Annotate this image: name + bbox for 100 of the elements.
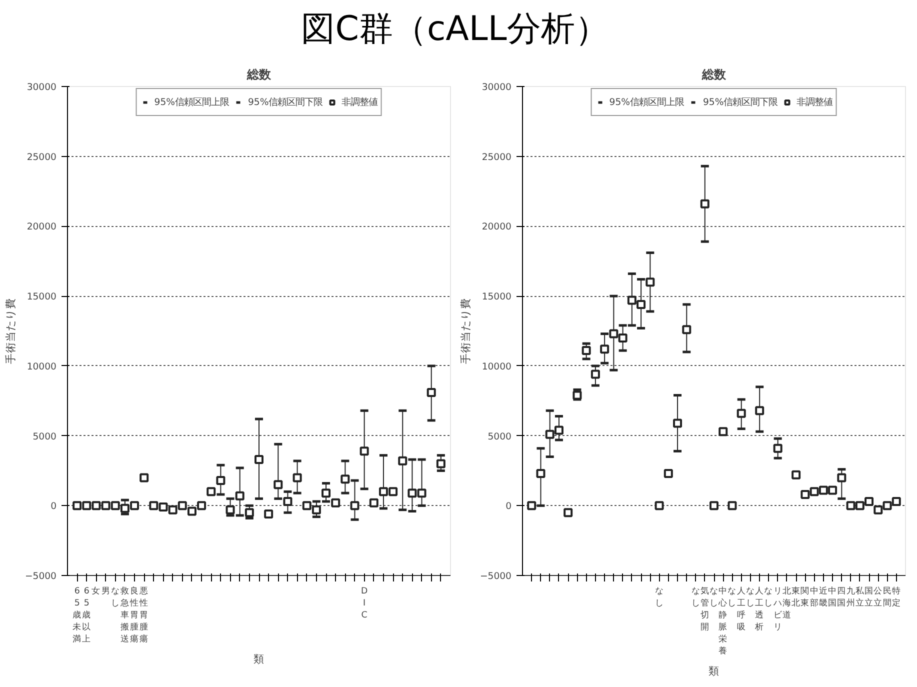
point — [340, 474, 350, 484]
point — [609, 329, 618, 338]
x-tick-label: 近畿 — [818, 586, 828, 608]
point — [350, 501, 360, 510]
point — [682, 325, 692, 334]
x-tick-label: 65歳以上 — [82, 586, 92, 644]
point — [274, 480, 283, 490]
y-tick-label: 0 — [506, 501, 512, 512]
point — [312, 505, 321, 514]
point — [436, 459, 446, 468]
point — [810, 487, 819, 496]
point — [882, 501, 892, 510]
point — [728, 501, 737, 510]
y-tick-label: 15000 — [26, 292, 57, 303]
point — [426, 388, 436, 397]
point — [197, 501, 206, 510]
point — [417, 488, 426, 498]
legend-label: 非調整値 — [342, 96, 378, 108]
x-tick-label: 四国 — [837, 586, 846, 608]
point — [554, 426, 564, 435]
point — [398, 456, 408, 466]
x-tick-label: 九州 — [846, 586, 856, 608]
x-tick-label: なし — [746, 586, 755, 608]
point — [646, 278, 655, 287]
point — [235, 491, 244, 500]
x-tick-label: 中部 — [810, 586, 819, 608]
x-tick-label: なし — [710, 586, 718, 608]
x-tick-label: なし — [764, 586, 774, 608]
point — [590, 370, 600, 379]
point — [627, 296, 636, 305]
x-tick-label: 民間 — [882, 586, 892, 608]
x-tick-label: 女 — [92, 586, 101, 596]
point — [755, 406, 764, 416]
x-tick-label: なし — [691, 586, 700, 608]
x-axis-title: 類 — [708, 664, 720, 678]
point — [408, 488, 417, 498]
y-tick-label: 30000 — [26, 82, 57, 93]
chart-subtitle: 総数 — [701, 68, 727, 82]
y-tick-label: −5000 — [480, 571, 512, 582]
point — [700, 199, 710, 208]
chart-subtitle: 総数 — [246, 68, 272, 82]
point — [846, 501, 856, 510]
point — [855, 501, 864, 510]
x-tick-label: 人工透析 — [754, 586, 764, 632]
point — [226, 505, 235, 514]
point — [264, 510, 274, 519]
point — [254, 455, 264, 464]
point — [800, 490, 810, 499]
point — [110, 501, 120, 510]
point — [654, 501, 664, 510]
x-tick-label: 国立 — [864, 586, 874, 608]
x-tick-label: 悪性胃腫瘍 — [138, 586, 149, 644]
point — [322, 488, 331, 498]
y-tick-label: 25000 — [26, 152, 57, 163]
x-tick-label: 東北 — [792, 586, 801, 608]
y-tick-label: 10000 — [482, 361, 512, 372]
x-axis-title: 類 — [254, 652, 264, 666]
point — [828, 486, 838, 495]
y-axis-title: 手術当たり費 — [4, 298, 17, 364]
x-tick-label: 中心静脈栄養 — [718, 586, 728, 656]
point — [187, 506, 196, 516]
point — [206, 487, 216, 496]
chart-title: 図C群（cALL分析） — [301, 8, 609, 51]
x-tick-label: 北海道 — [782, 586, 792, 620]
x-tick-label: 65歳未満 — [72, 586, 82, 644]
x-tick-label: 公立 — [874, 586, 883, 608]
point — [283, 496, 292, 506]
x-tick-label: なし — [654, 586, 664, 608]
point — [773, 444, 782, 453]
point — [72, 501, 82, 510]
point — [718, 427, 728, 436]
point — [545, 430, 554, 439]
point — [527, 501, 536, 510]
point — [388, 487, 398, 496]
x-tick-label: 特定 — [892, 586, 901, 608]
x-tick-label: DIC — [360, 586, 368, 620]
point — [302, 501, 312, 510]
x-tick-label: 男 — [101, 586, 110, 596]
point — [158, 502, 168, 512]
point — [178, 501, 187, 510]
y-tick-label: 0 — [50, 501, 57, 512]
point — [360, 446, 369, 456]
y-axis-title: 手術当たり費 — [458, 298, 472, 364]
legend-label: 非調整値 — [796, 96, 833, 108]
y-tick-label: 10000 — [26, 361, 57, 372]
point — [149, 501, 158, 510]
point — [120, 504, 130, 513]
point — [600, 344, 610, 354]
point — [168, 505, 178, 514]
point — [710, 501, 718, 510]
y-tick-label: 5000 — [488, 431, 512, 442]
point — [82, 501, 92, 510]
point — [369, 498, 378, 508]
y-tick-label: 20000 — [26, 222, 57, 233]
point — [837, 473, 846, 482]
point — [582, 346, 591, 356]
point — [292, 473, 302, 482]
point — [792, 470, 801, 480]
y-tick-label: 30000 — [482, 82, 512, 93]
point — [331, 498, 340, 508]
